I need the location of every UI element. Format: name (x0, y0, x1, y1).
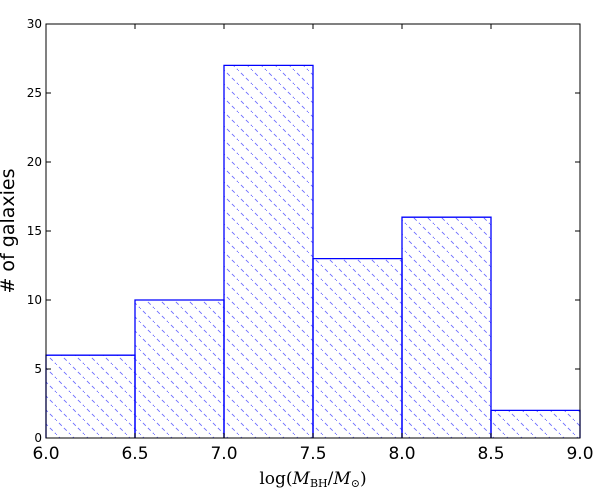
x-tick-label-0: 6.0 (32, 444, 59, 464)
y-tick-label-1: 5 (34, 362, 42, 376)
x-tick-label-6: 9.0 (566, 444, 593, 464)
x-label-m1: M (292, 469, 311, 489)
x-tick-label-3: 7.5 (299, 444, 326, 464)
x-axis-label: log(MBH/M⊙) (259, 469, 366, 490)
histogram-bar-outline-4 (401, 216, 492, 438)
histogram-bar-4 (402, 217, 491, 438)
x-tick-label-1: 6.5 (121, 444, 148, 464)
x-tick-label-2: 7.0 (210, 444, 237, 464)
bars (45, 64, 581, 439)
histogram-bar-1 (135, 300, 224, 438)
y-tick-label-3: 15 (27, 224, 42, 238)
y-tick-label-2: 10 (27, 293, 42, 307)
y-tick-label-6: 30 (27, 17, 42, 31)
y-tick-label-4: 20 (27, 155, 42, 169)
axis-ticks: 6.0 6.5 7.0 7.5 8.0 8.5 9.0 0 5 10 15 20 25 30 (27, 17, 594, 464)
x-tick-label-5: 8.5 (477, 444, 504, 464)
histogram-bar-5 (491, 410, 580, 438)
y-tick-label-5: 25 (27, 86, 42, 100)
histogram-bar-3 (313, 258, 402, 438)
x-label-m1-sub: BH (310, 477, 328, 490)
x-label-slash: / (328, 469, 334, 489)
x-tick-label-4: 8.0 (388, 444, 415, 464)
x-label-suffix: ) (360, 469, 367, 489)
histogram-bar-0 (46, 355, 135, 438)
y-tick-label-0: 0 (34, 431, 42, 445)
x-label-m2-sub: ⊙ (351, 477, 360, 490)
x-label-m2: M (332, 469, 351, 489)
y-axis-label: # of galaxies (0, 168, 19, 293)
histogram-bar-outline-2 (223, 64, 314, 438)
histogram-bar-2 (224, 65, 313, 439)
x-label-prefix: log( (259, 469, 292, 489)
